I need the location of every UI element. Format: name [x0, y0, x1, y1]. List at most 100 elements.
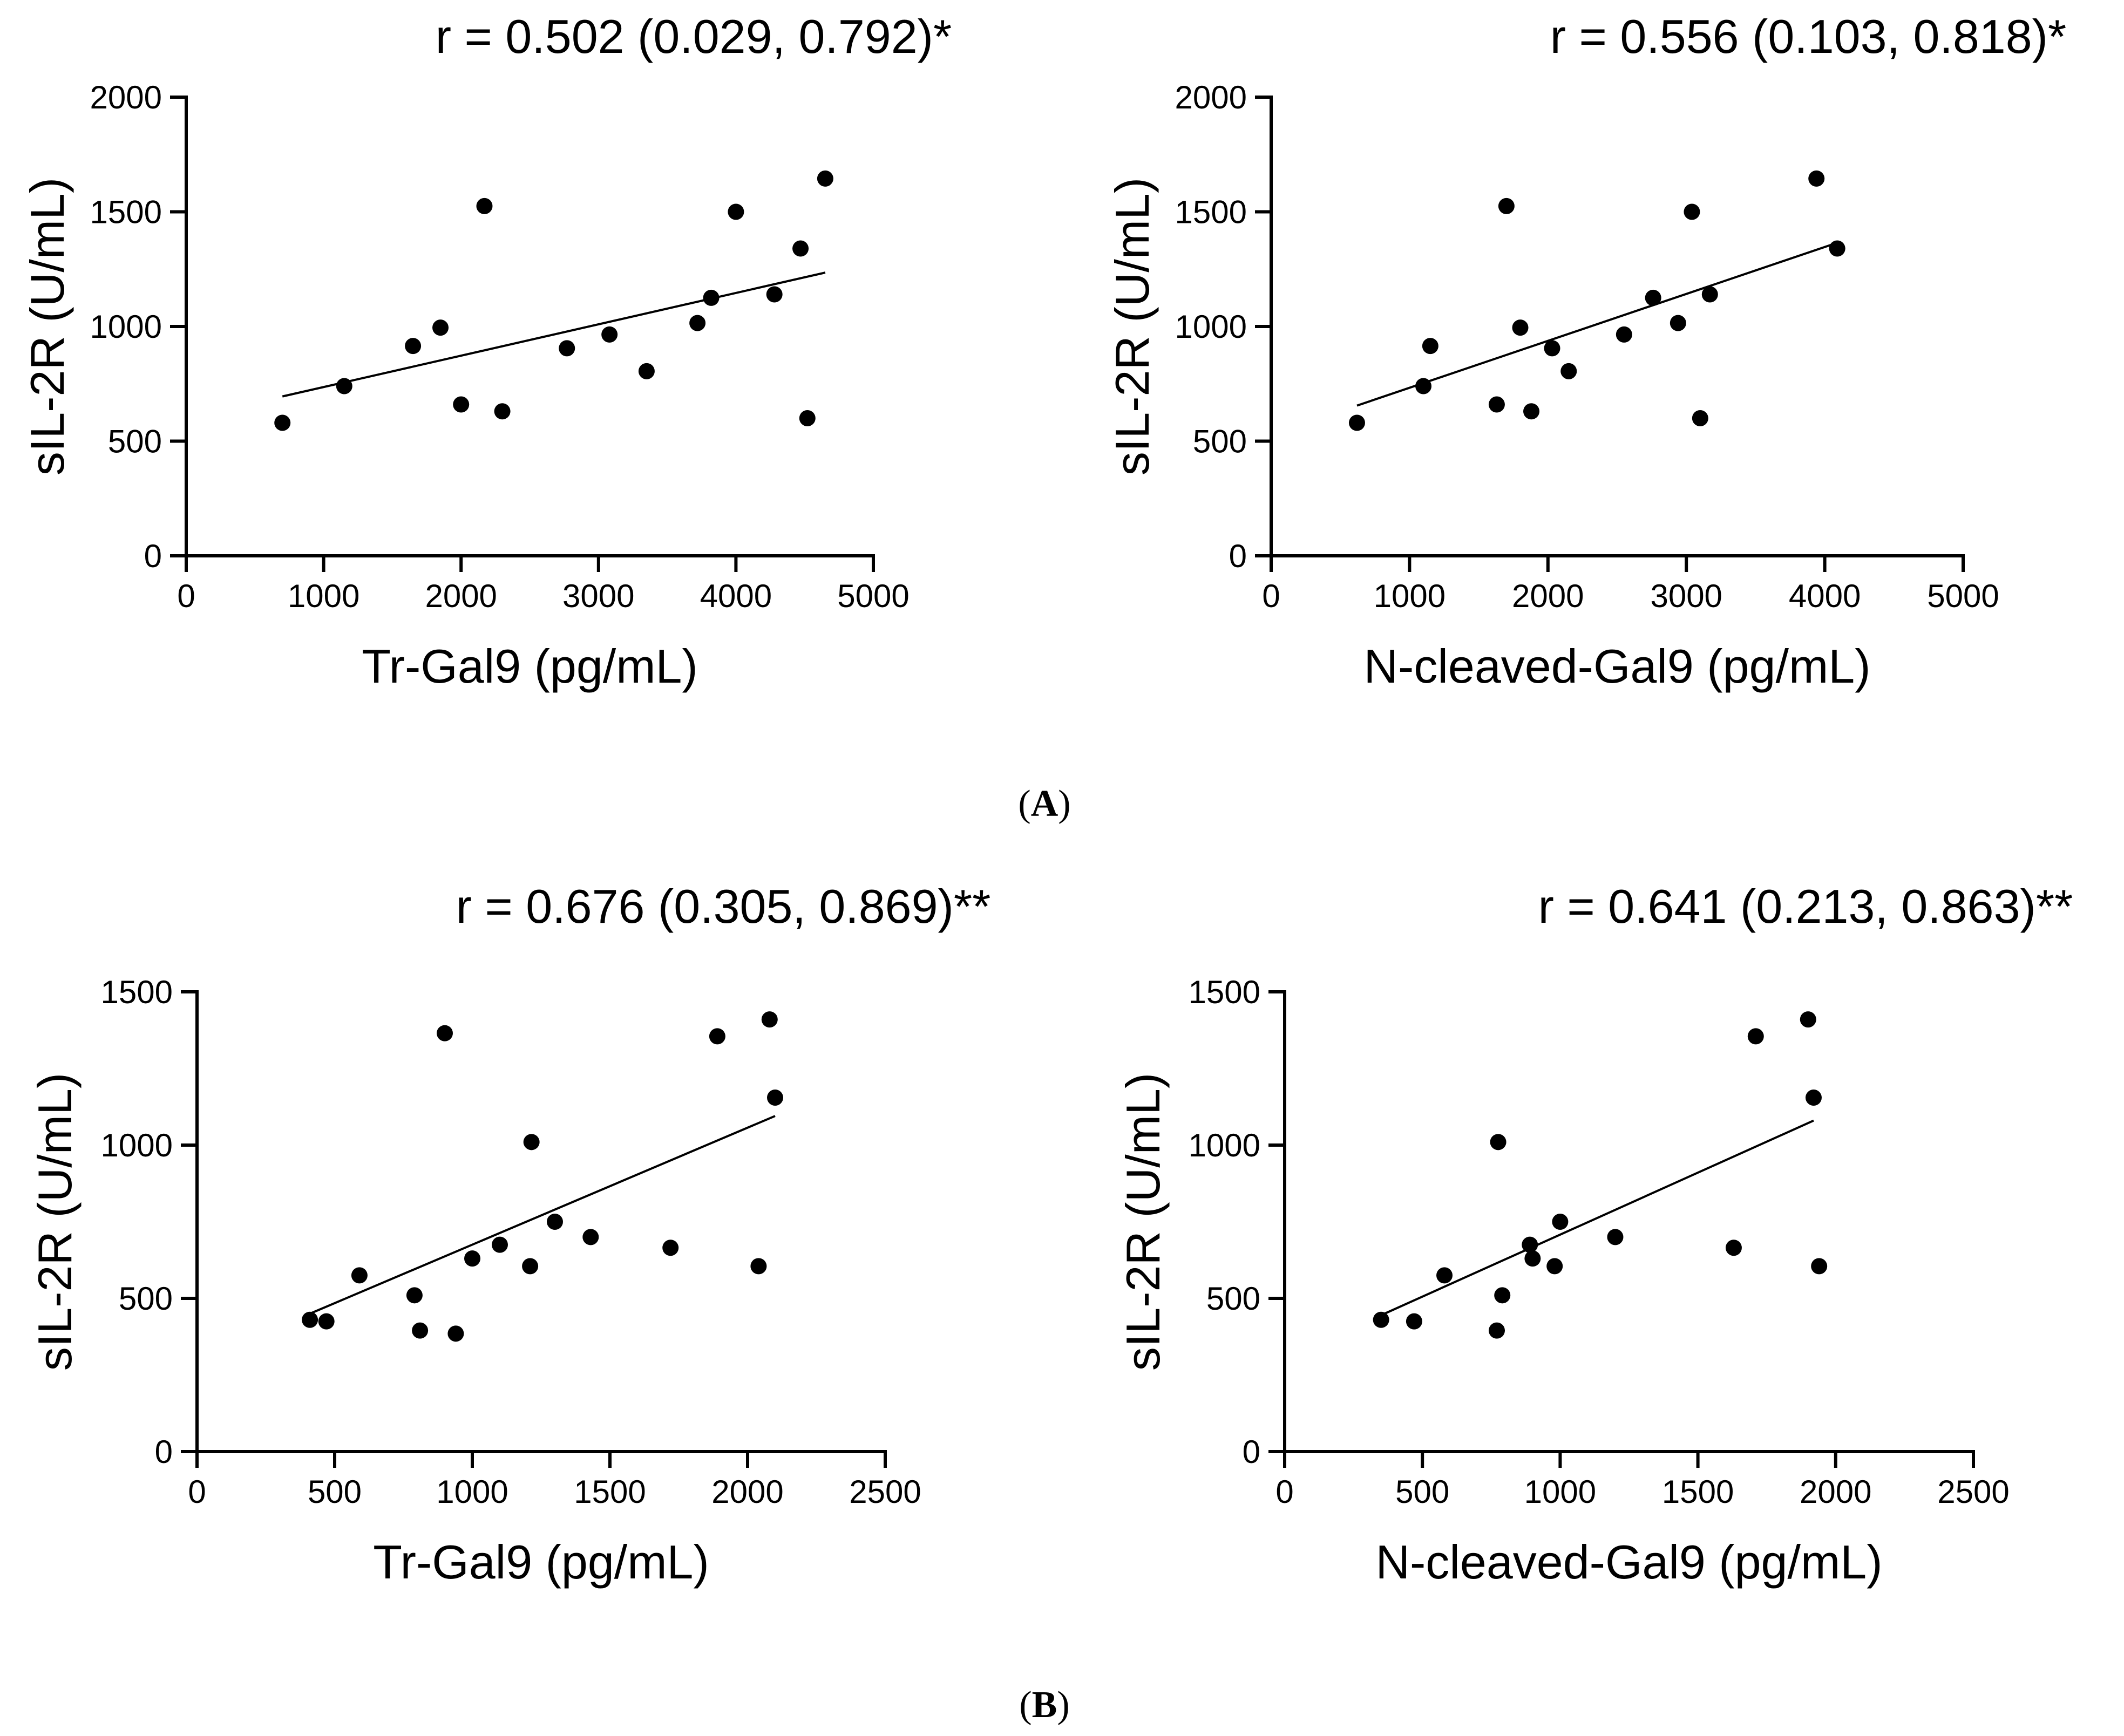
data-point — [662, 1240, 679, 1256]
data-point — [638, 363, 655, 379]
x-axis-title: N-cleaved-Gal9 (pg/mL) — [1376, 1535, 1883, 1589]
data-point — [766, 286, 783, 303]
data-point — [1524, 1250, 1541, 1267]
y-axis-title: sIL-2R (U/mL) — [28, 1073, 82, 1371]
x-tick-label: 1000 — [436, 1474, 508, 1510]
x-tick-label: 1000 — [1374, 578, 1446, 614]
data-point — [302, 1311, 318, 1328]
data-point — [274, 414, 291, 431]
x-axis-title: N-cleaved-Gal9 (pg/mL) — [1364, 639, 1871, 693]
x-tick-label: 5000 — [837, 578, 909, 614]
data-point — [492, 1236, 508, 1253]
y-tick-label: 0 — [1243, 1434, 1260, 1470]
x-tick-label: 2000 — [1800, 1474, 1871, 1510]
y-axis-title: sIL-2R (U/mL) — [1116, 1073, 1170, 1371]
x-tick-label: 3000 — [562, 578, 634, 614]
x-tick-label: 1500 — [574, 1474, 646, 1510]
data-point — [1512, 319, 1529, 336]
data-point — [406, 1287, 423, 1304]
y-tick-label: 500 — [1193, 424, 1247, 460]
data-point — [1523, 403, 1540, 420]
y-tick-label: 500 — [108, 424, 162, 460]
x-tick-label: 4000 — [1789, 578, 1861, 614]
y-tick-label: 1500 — [1175, 194, 1247, 230]
regression-line — [1380, 1119, 1814, 1317]
x-tick-label: 2500 — [1937, 1474, 2009, 1510]
y-tick-label: 500 — [119, 1281, 173, 1317]
chart-panel-a-right: r = 0.556 (0.103, 0.818)* 0 1000 2000 3000 40… — [1105, 10, 2066, 693]
data-point — [1560, 363, 1577, 379]
x-tick-label: 500 — [1395, 1474, 1449, 1510]
data-point — [547, 1214, 563, 1230]
data-point — [522, 1258, 539, 1275]
x-tick-label: 500 — [308, 1474, 362, 1510]
data-point — [703, 289, 720, 306]
data-point — [728, 203, 744, 220]
y-tick-label: 2000 — [1175, 79, 1247, 115]
y-tick-label: 0 — [1229, 538, 1247, 574]
data-point — [1747, 1028, 1764, 1045]
x-tick-label: 0 — [1275, 1474, 1293, 1510]
data-point — [1811, 1258, 1828, 1275]
data-point — [1436, 1267, 1453, 1284]
x-tick-label: 0 — [188, 1474, 206, 1510]
y-tick-label: 1000 — [90, 309, 162, 345]
x-tick-label: 0 — [177, 578, 195, 614]
chart-title: r = 0.641 (0.213, 0.863)** — [1538, 880, 2073, 933]
data-point — [1725, 1240, 1742, 1256]
x-tick-label: 3000 — [1650, 578, 1722, 614]
chart-title: r = 0.502 (0.029, 0.792)* — [436, 10, 952, 63]
data-point — [476, 198, 493, 214]
data-point — [1422, 338, 1438, 355]
x-tick-label: 1500 — [1662, 1474, 1734, 1510]
y-tick-label: 0 — [155, 1434, 173, 1470]
data-point — [799, 410, 816, 426]
data-point — [1490, 1134, 1507, 1150]
data-point — [336, 378, 352, 394]
data-point — [559, 340, 575, 357]
data-point — [1498, 198, 1515, 214]
y-axis-title: sIL-2R (U/mL) — [21, 178, 74, 476]
data-point — [1808, 170, 1825, 187]
x-axis-title: Tr-Gal9 (pg/mL) — [362, 639, 698, 693]
data-point — [1692, 410, 1708, 426]
chart-panel-b-right: r = 0.641 (0.213, 0.863)** 0 500 1000 1500 20… — [1116, 880, 2073, 1589]
data-point — [792, 240, 809, 257]
y-tick-label: 1500 — [1189, 974, 1260, 1010]
data-point — [1489, 1322, 1505, 1339]
data-point — [437, 1025, 453, 1041]
data-point — [1488, 396, 1505, 413]
panel-label-a: (A) — [1018, 783, 1070, 825]
data-point — [1607, 1229, 1624, 1245]
y-tick-label: 500 — [1206, 1281, 1260, 1317]
data-point — [1406, 1313, 1422, 1330]
data-point — [1544, 340, 1560, 357]
data-point — [464, 1250, 480, 1267]
data-point — [1546, 1258, 1563, 1275]
data-point — [709, 1028, 725, 1045]
data-point — [405, 338, 422, 355]
chart-panel-a-left: r = 0.502 (0.029, 0.792)* 0 1000 2000 3000 40… — [21, 10, 952, 693]
data-point — [1552, 1214, 1569, 1230]
data-point — [1701, 286, 1718, 303]
data-point — [1494, 1287, 1511, 1304]
data-point — [767, 1089, 783, 1106]
x-tick-label: 2000 — [425, 578, 497, 614]
data-point — [351, 1267, 368, 1284]
data-point — [689, 315, 706, 331]
data-point — [1805, 1089, 1822, 1106]
data-point — [1415, 378, 1432, 394]
data-point — [412, 1322, 429, 1339]
data-point — [447, 1325, 464, 1342]
x-tick-label: 2000 — [711, 1474, 783, 1510]
data-point — [1522, 1236, 1538, 1253]
data-point — [1645, 289, 1661, 306]
data-point — [1829, 240, 1845, 257]
data-point — [318, 1313, 335, 1330]
data-point — [1800, 1011, 1816, 1028]
y-axis-title: sIL-2R (U/mL) — [1105, 178, 1159, 476]
data-point — [453, 396, 470, 413]
x-tick-label: 5000 — [1927, 578, 1999, 614]
data-point — [601, 326, 618, 343]
panel-label-b: (B) — [1019, 1684, 1069, 1726]
